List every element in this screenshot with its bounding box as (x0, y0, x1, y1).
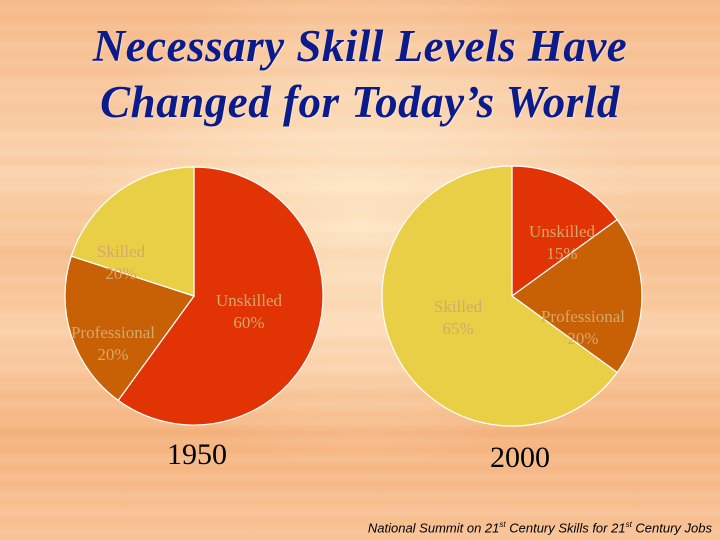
source-part-3: Century Jobs (631, 520, 712, 536)
pie-chart-1950: Unskilled 60% Professional 20% Skilled 20% 195… (64, 166, 324, 471)
pie-slice-unskilled (117, 166, 324, 426)
pie-slice-professional (510, 218, 643, 374)
slice-label-professional: Professional 20% (71, 323, 155, 364)
slice-label-skilled: Skilled 65% (434, 297, 483, 338)
slice-label-unskilled: Unskilled 15% (529, 222, 596, 263)
title-line-1: Necessary Skill Levels Have (92, 21, 628, 71)
slice-label-unskilled: Unskilled 60% (216, 291, 283, 332)
source-part-1: National Summit on 21 (367, 520, 500, 536)
pie-chart-2000: Unskilled 15% Professional 20% Skilled 65% 200… (381, 165, 643, 474)
source-sup-1: st (499, 520, 506, 529)
pie-slice-skilled (381, 165, 619, 427)
title-line-2: Changed for Today’s World (100, 77, 620, 127)
year-label: 1950 (167, 438, 227, 471)
source-part-2: Century Skills for 21 (505, 520, 626, 536)
source-sup-2: st (625, 520, 632, 529)
pie-slice-unskilled (511, 165, 619, 298)
page-title: Necessary Skill Levels Have Changed for … (0, 18, 720, 130)
slice-label-skilled: Skilled 20% (97, 242, 146, 283)
slice-label-professional: Professional 20% (541, 307, 625, 348)
year-label: 2000 (490, 441, 550, 474)
source-citation: National Summit on 21st Century Skills f… (368, 520, 712, 535)
pie-slice-skilled (70, 166, 195, 297)
pie-slice-professional (64, 255, 195, 402)
